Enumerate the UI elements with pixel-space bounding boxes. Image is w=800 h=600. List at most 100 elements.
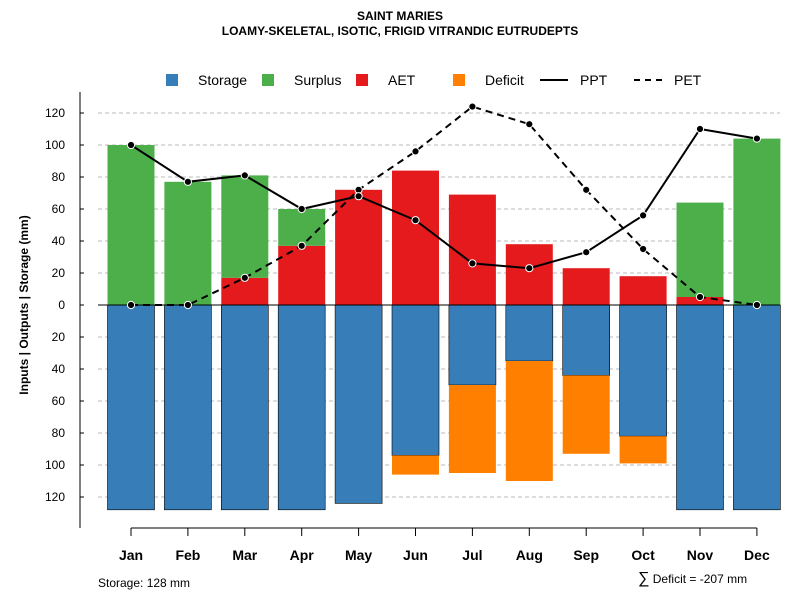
deficit-bar [392, 455, 439, 475]
deficit-bar [505, 361, 553, 481]
ppt-point [752, 134, 762, 143]
pet-point [695, 292, 705, 302]
y-tick-label: 100 [45, 138, 65, 152]
pet-point [183, 300, 192, 310]
aet-bar [505, 244, 553, 305]
storage-bar [733, 304, 781, 511]
storage-bar [107, 304, 155, 511]
chart-title: SAINT MARIES [356, 9, 443, 23]
lines [126, 102, 762, 310]
storage-note: Storage: 128 mm [98, 576, 191, 590]
surplus-bar [676, 202, 724, 297]
ppt-point [468, 259, 477, 268]
legend-swatch-aet [356, 74, 368, 86]
chart-subtitle: LOAMY-SKELETAL, ISOTIC, FRIGID VITRANDIC… [221, 24, 579, 38]
y-tick-label: 40 [52, 234, 66, 248]
y-axis-label: Inputs | Outputs | Storage (mm) [17, 215, 31, 394]
ppt-line [130, 127, 758, 270]
legend-swatch-surplus [262, 74, 274, 86]
surplus-bar [278, 209, 326, 246]
y-tick-label: 60 [52, 394, 66, 408]
surplus-bar [164, 181, 212, 305]
legend-swatch-deficit [453, 74, 465, 86]
y-tick-label: 20 [52, 330, 66, 344]
x-tick-label: Apr [290, 547, 315, 563]
x-tick-label: Mar [232, 547, 257, 563]
pet-point [468, 102, 477, 111]
aet-bar [335, 189, 383, 305]
x-tick-label: Aug [516, 547, 543, 563]
y-tick-label: 100 [45, 458, 65, 472]
y-tick-label: 0 [58, 298, 65, 312]
x-tick-label: Dec [744, 547, 770, 563]
y-tick-label: 20 [52, 266, 66, 280]
bars [98, 138, 781, 511]
ppt-point [582, 248, 591, 257]
pet-point [525, 120, 534, 129]
storage-bar [334, 304, 383, 504]
legend-label-surplus: Surplus [294, 72, 341, 88]
pet-point [639, 244, 648, 254]
legend-label-pet: PET [674, 72, 702, 88]
ppt-point [240, 171, 249, 180]
x-tick-label: Jul [462, 547, 482, 563]
legend-label-storage: Storage [198, 72, 247, 88]
aet-bar [221, 277, 269, 305]
legend-label-deficit: Deficit [485, 72, 524, 88]
surplus-bar [107, 145, 155, 305]
surplus-bar [733, 138, 781, 305]
x-tick-label: Jun [403, 547, 428, 563]
y-tick-label: 80 [52, 426, 66, 440]
surplus-bar [221, 175, 269, 278]
pet-point [582, 185, 591, 194]
ppt-point [525, 264, 534, 273]
legend: Storage Surplus AET Deficit PPT PET [166, 72, 702, 88]
sigma-icon: ∑ [638, 570, 650, 587]
storage-bar [164, 304, 212, 511]
ppt-point [354, 192, 363, 201]
legend-swatch-storage [166, 74, 178, 86]
legend-label-aet: AET [388, 72, 416, 88]
storage-bar [221, 304, 269, 511]
storage-bar [277, 304, 326, 511]
ppt-point [695, 124, 705, 134]
x-tick-label: Feb [175, 547, 200, 563]
aet-bar [278, 245, 326, 305]
x-tick-label: Nov [687, 547, 714, 563]
x-tick-label: Jan [119, 547, 143, 563]
legend-label-ppt: PPT [580, 72, 608, 88]
pet-line [131, 105, 758, 306]
storage-bar [562, 304, 611, 376]
y-tick-label: 120 [45, 106, 65, 120]
deficit-total-note: ∑ Deficit = -207 mm [638, 570, 747, 588]
storage-bar [505, 304, 554, 362]
deficit-total-text: Deficit = -207 mm [652, 572, 748, 586]
x-tick-label: May [345, 547, 372, 563]
y-tick-label: 60 [52, 202, 66, 216]
pet-point [240, 273, 249, 282]
y-tick-label: 80 [52, 170, 66, 184]
ppt-point [411, 216, 420, 225]
aet-bar [448, 194, 496, 305]
deficit-bar [619, 436, 667, 464]
ppt-point [126, 140, 136, 150]
storage-bar [676, 304, 724, 511]
aet-bar [562, 268, 610, 305]
storage-bar [391, 304, 440, 456]
aet-bar [392, 170, 439, 305]
ppt-point [297, 204, 306, 214]
axes: 120 100 80 60 40 20 0 20 40 60 80 100 120 Inputs | Ou… [17, 92, 770, 563]
aet-bar [619, 276, 667, 305]
x-tick-label: Sep [573, 547, 599, 563]
ppt-point [639, 211, 648, 220]
y-tick-label: 40 [52, 362, 66, 376]
pet-point [752, 300, 762, 310]
pet-point [297, 241, 306, 250]
storage-bar [619, 304, 667, 437]
y-tick-label: 120 [45, 490, 65, 504]
pet-point [411, 147, 420, 156]
deficit-bar [448, 385, 496, 473]
storage-bar [448, 304, 497, 386]
pet-point [126, 300, 136, 310]
